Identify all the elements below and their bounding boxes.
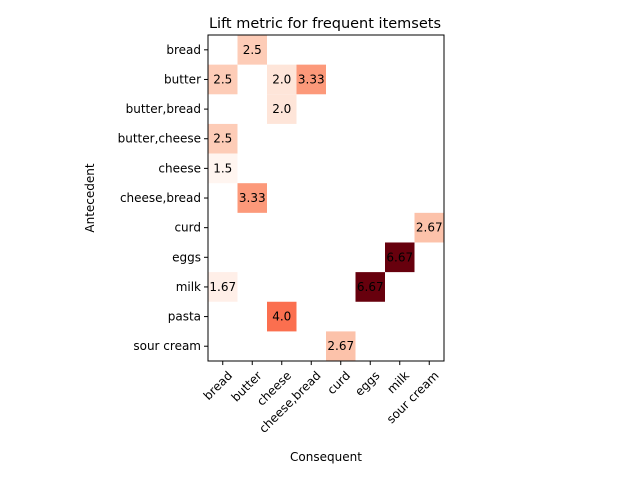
cell-value-label: 2.67 — [327, 339, 354, 353]
heatmap-cell — [296, 64, 326, 95]
y-tick-label: curd — [174, 221, 201, 235]
y-tick-label: cheese,bread — [120, 191, 201, 205]
cell-value-label: 6.67 — [357, 280, 384, 294]
cell-value-label: 2.0 — [272, 72, 291, 86]
y-tick-label: pasta — [168, 310, 201, 324]
heatmap-cell — [267, 94, 297, 124]
cell-value-label: 2.5 — [213, 132, 232, 146]
heatmap-cell — [208, 153, 238, 184]
y-tick-label: eggs — [172, 250, 201, 264]
cell-value-label: 2.5 — [243, 43, 262, 57]
cell-value-label: 4.0 — [272, 310, 291, 324]
heatmap-cell — [267, 64, 297, 95]
heatmap-cell — [326, 331, 356, 362]
heatmap-cell — [385, 242, 415, 273]
cell-value-label: 2.0 — [272, 102, 291, 116]
heatmap-cell — [414, 212, 444, 243]
heatmap-cell — [237, 35, 267, 65]
x-axis-label: Consequent — [290, 450, 362, 464]
cell-value-label: 2.67 — [416, 221, 443, 235]
y-tick-label: sour cream — [133, 339, 201, 353]
heatmap-cells — [208, 35, 444, 362]
cell-value-label: 3.33 — [239, 191, 266, 205]
heatmap-cell — [355, 272, 385, 302]
chart-title: Lift metric for frequent itemsets — [209, 16, 441, 32]
heatmap-cell — [267, 301, 297, 332]
y-axis-label: Antecedent — [83, 163, 97, 232]
cell-value-label: 2.5 — [213, 72, 232, 86]
y-tick-label: bread — [166, 43, 201, 57]
y-tick-label: milk — [176, 280, 201, 294]
cell-value-label: 6.67 — [386, 250, 413, 264]
heatmap-cell — [208, 64, 238, 95]
y-tick-label: cheese — [158, 161, 201, 175]
heatmap-cell — [208, 123, 238, 154]
heatmap-cell-labels: 2.5 2.5 2.0 3.33 2.0 2.5 1.5 3.33 2.67 6.67 1.67 6.… — [209, 43, 442, 353]
y-tick-label: butter,cheese — [118, 132, 201, 146]
cell-value-label: 3.33 — [298, 72, 325, 86]
y-tick-label: butter,bread — [126, 102, 201, 116]
heatmap-cell — [237, 183, 267, 213]
y-axis-ticks: bread butter butter,bread butter,cheese chee… — [118, 43, 208, 353]
cell-value-label: 1.5 — [213, 161, 232, 175]
y-tick-label: butter — [164, 72, 201, 86]
cell-value-label: 1.67 — [209, 280, 236, 294]
heatmap-cell — [208, 272, 238, 302]
